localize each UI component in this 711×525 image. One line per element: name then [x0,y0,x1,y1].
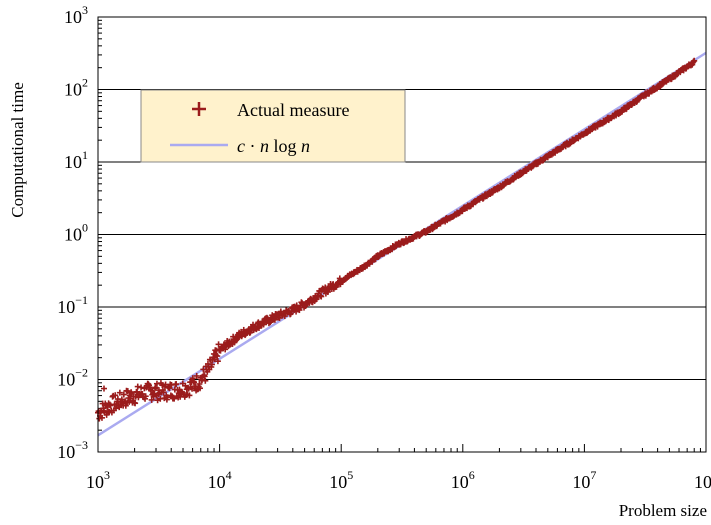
y-tick-label: 10−1 [57,293,88,317]
x-tick-label: 105 [329,468,353,492]
measured-point [116,389,123,396]
measured-point [215,341,222,348]
legend-label-fit: c · n log n [237,136,310,156]
measured-point [134,383,141,390]
measured-point [271,316,278,323]
x-tick-label: 107 [572,468,596,492]
measured-point [112,392,119,399]
axis-ticks [97,19,707,452]
legend-fit-n1: n [260,136,269,156]
legend-fit-n2: n [301,136,310,156]
measured-point [132,400,139,407]
legend-box [140,89,406,163]
measured-point [142,393,149,400]
measured-point [186,392,193,399]
x-tick-label: 108 [694,468,711,492]
measured-point [197,385,204,392]
y-axis-label: Computational time [8,82,27,218]
legend-label-measured: Actual measure [237,100,349,120]
measured-point [120,391,127,398]
x-tick-label: 103 [86,468,110,492]
measured-point [124,388,131,395]
legend-fit-c: c [237,136,245,156]
measured-point [214,358,221,365]
x-axis-label: Problem size [619,501,707,520]
y-tick-labels: 10−3 10−2 10−1 100 101 102 103 [57,3,88,462]
legend: Actual measure c · n log n [140,89,406,163]
measured-point [193,372,200,379]
legend-fit-log: log [269,136,301,156]
measured-point [191,379,198,386]
measured-point [147,387,154,394]
measured-point-outlier [101,385,107,392]
x-tick-label: 106 [451,468,475,492]
measured-point [211,356,218,363]
y-tick-label: 100 [64,221,88,245]
legend-marker-plus [192,102,206,116]
measured-point [318,293,325,300]
y-tick-label: 103 [64,3,88,27]
measured-point [107,402,114,409]
y-tick-label: 10−3 [57,438,88,462]
measured-point [138,384,145,391]
plot-frame [97,16,707,453]
y-tick-label: 101 [64,148,88,172]
y-tick-label: 102 [64,76,88,100]
measured-point [98,414,105,421]
measured-point [214,353,221,360]
measured-point [164,394,171,401]
measured-point [247,329,254,336]
x-tick-labels: 103 104 105 106 107 108 [86,468,711,492]
measured-point [152,384,159,391]
x-tick-label: 104 [208,468,232,492]
measured-point [202,377,209,384]
measured-point [148,396,155,403]
measured-point [691,57,698,64]
measured-point [173,381,180,388]
measured-series [95,57,698,422]
measured-point [160,389,167,396]
measured-point [122,402,129,409]
legend-fit-dot: · [245,136,260,156]
y-tick-label: 10−2 [57,366,88,390]
